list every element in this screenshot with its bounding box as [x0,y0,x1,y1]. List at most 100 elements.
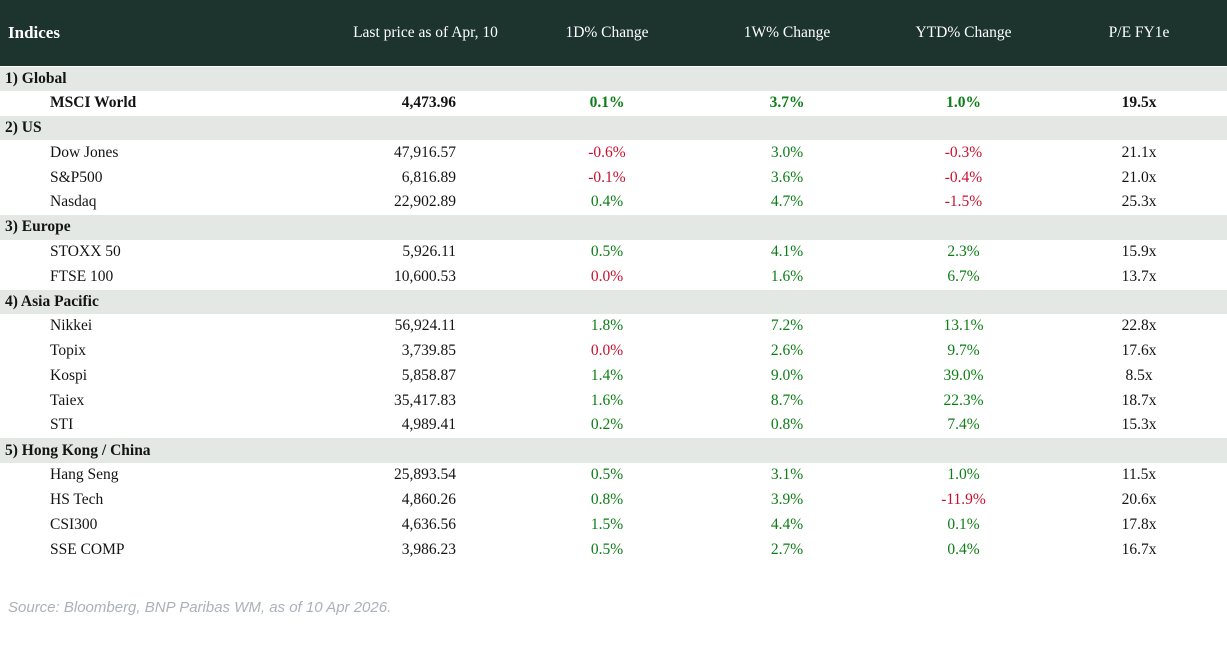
pe-cell: 18.7x [1121,391,1157,409]
ytd-change-cell: 39.0% [943,366,984,384]
pe-cell: 11.5x [1121,466,1157,484]
ytd-change-cell: -1.5% [944,193,983,211]
pe-cell: 20.6x [1121,490,1157,508]
w1-change-cell: 4.1% [770,242,804,260]
d1-change-cell: 0.8% [590,490,624,508]
price-cell: 5,858.87 [401,366,456,384]
pe-cell: 21.0x [1121,168,1157,186]
ytd-change-cell: 7.4% [947,416,980,434]
table-row-nikkei: Nikkei 56,924.11 1.8% 7.2% 13.1% 22.8x [0,314,1227,339]
d1-change-cell: 1.8% [590,317,624,335]
ytd-change-cell: -0.3% [944,143,983,161]
price-cell: 47,916.57 [394,143,456,161]
w1-change-cell: 3.1% [770,466,804,484]
index-name-cell: Kospi [50,366,88,384]
table-row-msci-world: MSCI World 4,473.96 0.1% 3.7% 1.0% 19.5x [0,91,1227,116]
w1-change-cell: 3.6% [770,168,804,186]
table-row-topix: Topix 3,739.85 0.0% 2.6% 9.7% 17.6x [0,339,1227,364]
price-cell: 25,893.54 [394,466,456,484]
pe-cell: 19.5x [1121,93,1157,111]
table-row-csi300: CSI300 4,636.56 1.5% 4.4% 0.1% 17.8x [0,512,1227,537]
index-name-cell: S&P500 [50,168,103,186]
index-name-cell: Taiex [50,391,85,409]
pe-cell: 25.3x [1121,193,1157,211]
pe-cell: 8.5x [1125,366,1153,384]
d1-change-cell: 0.0% [590,267,624,285]
section-row-hk-china: 5) Hong Kong / China [0,437,1227,463]
w1-change-cell: 9.0% [770,366,804,384]
ytd-change-cell: 13.1% [943,317,984,335]
price-cell: 56,924.11 [394,317,456,335]
w1-change-cell: 3.9% [770,490,804,508]
column-header-indices: Indices [8,22,60,42]
pe-cell: 15.3x [1121,416,1157,434]
section-row-europe: 3) Europe [0,214,1227,240]
index-name-cell: Hang Seng [50,466,119,484]
price-cell: 4,989.41 [401,416,456,434]
index-name-cell: Nikkei [50,317,93,335]
table-row-nasdaq: Nasdaq 22,902.89 0.4% 4.7% -1.5% 25.3x [0,190,1227,215]
table-row-hang-seng: Hang Seng 25,893.54 0.5% 3.1% 1.0% 11.5x [0,463,1227,488]
w1-change-cell: 3.0% [770,143,804,161]
price-cell: 4,636.56 [401,515,456,533]
column-header-ytd-change: YTD% Change [915,23,1012,41]
section-label: 4) Asia Pacific [0,288,1227,314]
price-cell: 22,902.89 [394,193,456,211]
index-name-cell: Dow Jones [50,143,119,161]
d1-change-cell: 1.5% [590,515,624,533]
w1-change-cell: 4.4% [770,515,804,533]
d1-change-cell: 0.5% [590,466,624,484]
w1-change-cell: 4.7% [770,193,804,211]
w1-change-cell: 0.8% [770,416,804,434]
column-header-pe: P/E FY1e [1108,23,1170,41]
table-row-ftse100: FTSE 100 10,600.53 0.0% 1.6% 6.7% 13.7x [0,264,1227,289]
ytd-change-cell: 22.3% [943,391,984,409]
source-note: Source: Bloomberg, BNP Paribas WM, as of… [8,598,392,616]
section-label: 2) US [0,115,1227,141]
indices-table: Indices Last price as of Apr, 10 1D% Cha… [0,0,1227,558]
price-cell: 4,473.96 [401,93,456,111]
d1-change-cell: 0.1% [589,93,625,111]
w1-change-cell: 2.6% [770,342,804,360]
index-name-cell: SSE COMP [50,540,125,558]
d1-change-cell: 0.4% [590,193,624,211]
ytd-change-cell: 0.1% [947,515,980,533]
price-cell: 35,417.83 [394,391,456,409]
section-label: 3) Europe [0,214,1227,240]
index-name-cell: CSI300 [50,515,98,533]
index-name-cell: HS Tech [50,490,104,508]
ytd-change-cell: 9.7% [947,342,980,360]
price-cell: 5,926.11 [402,242,456,260]
price-cell: 10,600.53 [394,267,456,285]
index-name-cell: FTSE 100 [50,267,114,285]
table-row-kospi: Kospi 5,858.87 1.4% 9.0% 39.0% 8.5x [0,364,1227,389]
d1-change-cell: 0.5% [590,242,624,260]
index-name-cell: MSCI World [50,93,137,111]
section-label: 5) Hong Kong / China [0,437,1227,463]
d1-change-cell: -0.1% [588,168,626,186]
column-header-1d-change: 1D% Change [565,23,649,41]
pe-cell: 17.8x [1121,515,1157,533]
w1-change-cell: 7.2% [770,317,804,335]
pe-cell: 16.7x [1121,540,1157,558]
table-row-dow-jones: Dow Jones 47,916.57 -0.6% 3.0% -0.3% 21.… [0,140,1227,165]
w1-change-cell: 3.7% [769,93,805,111]
w1-change-cell: 2.7% [770,540,804,558]
d1-change-cell: 0.2% [590,416,624,434]
section-row-asia-pacific: 4) Asia Pacific [0,288,1227,314]
ytd-change-cell: 2.3% [947,242,980,260]
header-row: Indices Last price as of Apr, 10 1D% Cha… [0,0,1227,66]
index-name-cell: STI [50,416,74,434]
pe-cell: 21.1x [1121,143,1157,161]
ytd-change-cell: 1.0% [946,93,981,111]
price-cell: 6,816.89 [401,168,456,186]
pe-cell: 13.7x [1121,267,1157,285]
d1-change-cell: -0.6% [588,143,626,161]
table-row-sti: STI 4,989.41 0.2% 0.8% 7.4% 15.3x [0,413,1227,438]
column-header-last-price: Last price as of Apr, 10 [353,23,498,41]
table-row-stoxx50: STOXX 50 5,926.11 0.5% 4.1% 2.3% 15.9x [0,240,1227,265]
d1-change-cell: 0.0% [590,342,624,360]
d1-change-cell: 0.5% [590,540,624,558]
w1-change-cell: 8.7% [770,391,804,409]
section-row-global: 1) Global [0,65,1227,91]
